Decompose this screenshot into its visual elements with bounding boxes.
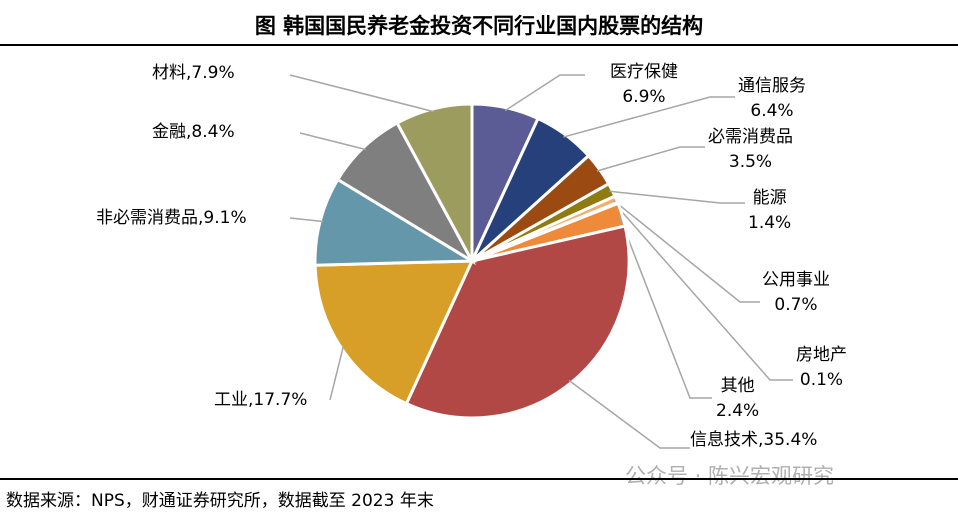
slice-name: 能源 bbox=[752, 188, 787, 208]
slice-value: 6.4% bbox=[750, 101, 794, 121]
leader-line-9 bbox=[289, 217, 324, 223]
pie-slice-8 bbox=[313, 259, 475, 406]
data-label: 房地产 0.1% bbox=[796, 343, 847, 393]
slice-name: 其他 bbox=[720, 376, 755, 396]
data-label: 能源 1.4% bbox=[748, 186, 791, 236]
slice-name: 必需消费品 bbox=[708, 127, 793, 147]
top-rule bbox=[0, 44, 958, 46]
data-label: 材料,7.9% bbox=[152, 63, 235, 83]
bottom-rule bbox=[0, 478, 958, 480]
slice-value: 8.4% bbox=[191, 122, 235, 142]
leader-line-7 bbox=[568, 379, 690, 449]
slice-name: 材料 bbox=[152, 63, 186, 83]
data-label: 信息技术,35.4% bbox=[690, 430, 818, 450]
slice-value: 0.7% bbox=[774, 295, 818, 315]
data-label: 工业,17.7% bbox=[214, 390, 308, 410]
slice-value: 7.9% bbox=[191, 63, 235, 83]
pie-slice-11 bbox=[395, 102, 474, 262]
data-label: 公用事业 0.7% bbox=[762, 268, 830, 318]
leader-line-6 bbox=[618, 215, 712, 399]
leader-line-5 bbox=[614, 203, 793, 381]
watermark: 公众号 · 陈兴宏观研究 bbox=[625, 464, 835, 488]
slice-name: 信息技术 bbox=[690, 430, 758, 450]
leader-line-3 bbox=[609, 190, 745, 204]
slice-name: 医疗保健 bbox=[610, 62, 678, 82]
data-label: 非必需消费品,9.1% bbox=[96, 208, 247, 228]
slice-name: 金融 bbox=[152, 122, 186, 142]
leader-line-0 bbox=[504, 74, 585, 112]
chart-title: 图 韩国国民养老金投资不同行业国内股票的结构 bbox=[254, 14, 704, 38]
leader-line-10 bbox=[299, 132, 366, 151]
data-label: 医疗保健 6.9% bbox=[610, 60, 678, 110]
slice-name: 非必需消费品 bbox=[96, 208, 198, 228]
slice-value: 0.1% bbox=[799, 370, 844, 390]
slice-value: 9.1% bbox=[203, 208, 247, 228]
slice-value: 6.9% bbox=[622, 87, 666, 107]
leader-line-4 bbox=[613, 199, 760, 303]
slice-value: 17.7% bbox=[253, 390, 308, 410]
data-label: 通信服务 6.4% bbox=[738, 74, 806, 124]
slice-name: 通信服务 bbox=[738, 76, 806, 96]
slice-name: 房地产 bbox=[796, 345, 847, 365]
data-label: 必需消费品 3.5% bbox=[708, 125, 793, 175]
data-label: 其他 2.4% bbox=[716, 374, 759, 424]
leader-line-1 bbox=[563, 96, 735, 138]
slice-value: 35.4% bbox=[763, 430, 818, 450]
slice-value: 2.4% bbox=[716, 401, 760, 421]
slice-value: 3.5% bbox=[728, 152, 773, 172]
data-label: 金融,8.4% bbox=[152, 122, 235, 142]
slice-name: 公用事业 bbox=[762, 270, 830, 290]
slice-name: 工业 bbox=[214, 390, 248, 410]
leader-line-2 bbox=[596, 146, 705, 172]
leader-line-8 bbox=[329, 345, 345, 401]
leader-line-11 bbox=[289, 74, 435, 113]
slice-value: 1.4% bbox=[748, 213, 792, 233]
source-note: 数据来源：NPS，财通证券研究所，数据截至 2023 年末 bbox=[6, 491, 434, 511]
